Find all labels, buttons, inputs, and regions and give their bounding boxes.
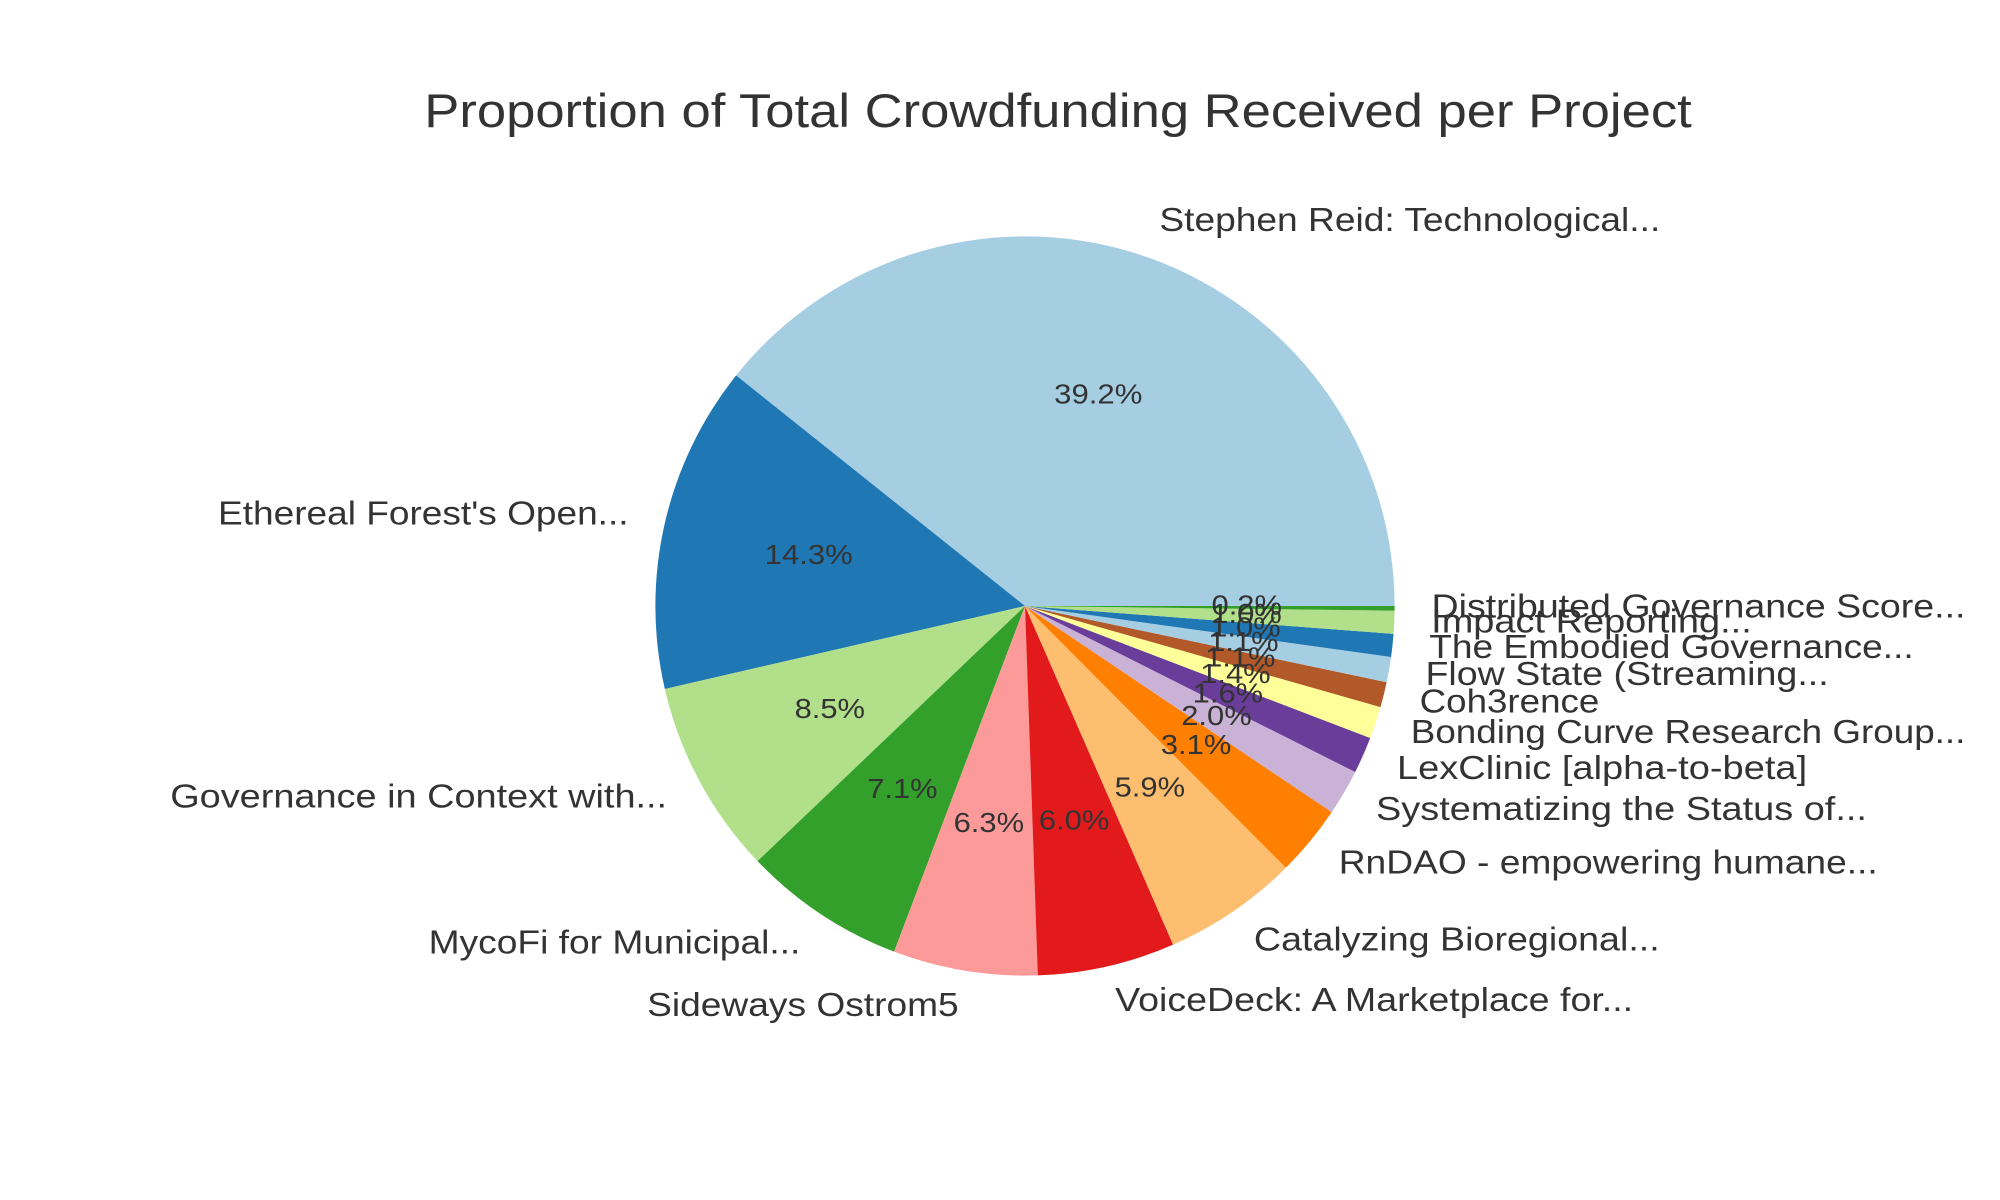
svg-text:Flow State (Streaming...: Flow State (Streaming... xyxy=(1425,656,1828,693)
svg-text:Catalyzing Bioregional...: Catalyzing Bioregional... xyxy=(1254,922,1660,959)
svg-text:Governance in Context with...: Governance in Context with... xyxy=(170,779,667,816)
svg-text:6.3%: 6.3% xyxy=(954,807,1025,838)
svg-text:RnDAO - empowering humane...: RnDAO - empowering humane... xyxy=(1339,844,1878,881)
svg-text:7.1%: 7.1% xyxy=(867,773,937,804)
svg-text:Distributed Governance Score..: Distributed Governance Score... xyxy=(1432,588,1966,625)
svg-text:3.1%: 3.1% xyxy=(1161,729,1232,760)
svg-text:14.3%: 14.3% xyxy=(765,539,853,570)
svg-text:Stephen Reid: Technological...: Stephen Reid: Technological... xyxy=(1159,202,1660,239)
svg-text:1.0%: 1.0% xyxy=(1211,598,1282,629)
svg-text:0.2%: 0.2% xyxy=(1212,589,1283,620)
svg-text:The Embodied Governance...: The Embodied Governance... xyxy=(1429,629,1914,666)
svg-text:Sideways Ostrom5: Sideways Ostrom5 xyxy=(647,987,959,1024)
svg-text:5.9%: 5.9% xyxy=(1115,771,1186,802)
svg-text:6.0%: 6.0% xyxy=(1039,804,1110,835)
svg-text:1.1%: 1.1% xyxy=(1208,626,1278,657)
svg-text:2.0%: 2.0% xyxy=(1181,700,1252,731)
svg-text:1.1%: 1.1% xyxy=(1205,641,1275,672)
svg-text:Bonding Curve Research Group..: Bonding Curve Research Group... xyxy=(1411,714,1966,751)
svg-text:8.5%: 8.5% xyxy=(795,693,865,724)
svg-text:Ethereal Forest's Open...: Ethereal Forest's Open... xyxy=(218,496,629,533)
svg-text:1.4%: 1.4% xyxy=(1200,658,1270,689)
svg-text:Systematizing the Status of...: Systematizing the Status of... xyxy=(1376,791,1867,828)
svg-text:39.2%: 39.2% xyxy=(1054,379,1142,410)
svg-text:Impact Reporting...: Impact Reporting... xyxy=(1431,604,1752,641)
svg-text:MycoFi for Municipal...: MycoFi for Municipal... xyxy=(429,925,801,962)
svg-text:Coh3rence: Coh3rence xyxy=(1420,683,1600,720)
svg-text:1.6%: 1.6% xyxy=(1193,678,1263,709)
svg-text:Proportion of Total Crowdfundi: Proportion of Total Crowdfunding Receive… xyxy=(424,85,1692,138)
svg-text:1.0%: 1.0% xyxy=(1210,612,1281,643)
svg-text:VoiceDeck: A Marketplace for..: VoiceDeck: A Marketplace for... xyxy=(1115,982,1633,1019)
svg-text:LexClinic [alpha-to-beta]: LexClinic [alpha-to-beta] xyxy=(1397,750,1807,787)
